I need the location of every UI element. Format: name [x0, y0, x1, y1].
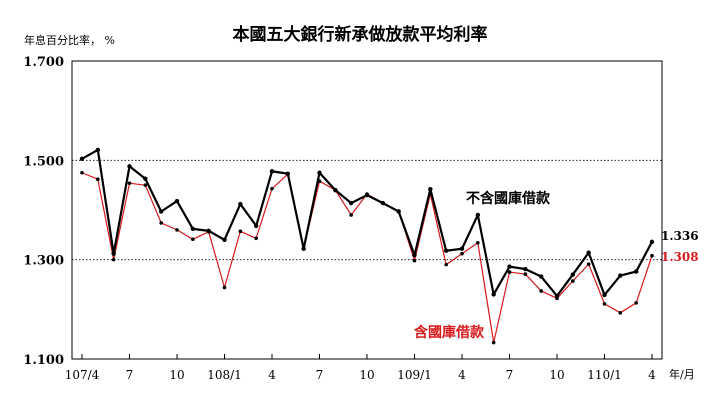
data-point-including-treasury — [175, 228, 179, 232]
data-point-excluding-treasury — [333, 187, 338, 193]
data-point-excluding-treasury — [396, 209, 401, 214]
data-point-excluding-treasury — [523, 266, 528, 272]
y-axis-unit-label: 年息百分比率， % — [24, 33, 115, 47]
data-point-excluding-treasury — [95, 147, 101, 153]
data-point-excluding-treasury — [570, 272, 576, 277]
series-lines — [79, 147, 655, 345]
x-tick-label: 110/1 — [587, 368, 622, 382]
data-point-including-treasury — [460, 251, 464, 256]
x-axis-unit-label: 年/月 — [669, 367, 695, 381]
data-point-excluding-treasury — [206, 228, 211, 234]
data-point-excluding-treasury — [348, 200, 354, 206]
data-point-including-treasury — [96, 177, 100, 182]
data-point-including-treasury — [602, 302, 607, 306]
data-point-excluding-treasury — [174, 198, 180, 204]
x-tick-label: 7 — [506, 368, 514, 382]
data-point-including-treasury — [539, 289, 543, 293]
data-point-excluding-treasury — [127, 164, 132, 169]
data-point-excluding-treasury — [554, 293, 560, 299]
data-point-excluding-treasury — [602, 292, 607, 298]
end-value-label-including-treasury: 1.308 — [661, 250, 699, 264]
data-point-including-treasury — [238, 229, 243, 234]
end-value-label-excluding-treasury: 1.336 — [661, 229, 699, 243]
data-point-excluding-treasury — [253, 223, 259, 229]
data-point-excluding-treasury — [143, 176, 148, 181]
x-tick-label: 108/1 — [207, 368, 242, 382]
y-tick-label: 1.500 — [23, 154, 64, 169]
data-point-excluding-treasury — [111, 251, 116, 256]
data-point-including-treasury — [143, 183, 148, 187]
data-point-including-treasury — [412, 258, 417, 263]
data-point-including-treasury — [270, 186, 274, 191]
data-point-excluding-treasury — [317, 170, 322, 175]
data-point-excluding-treasury — [649, 239, 655, 244]
series-label-excluding-treasury: 不含國庫借款 — [466, 190, 551, 207]
data-point-excluding-treasury — [269, 169, 275, 174]
data-point-excluding-treasury — [443, 248, 449, 253]
x-tick-label: 4 — [458, 368, 466, 382]
data-point-excluding-treasury — [633, 269, 639, 274]
data-point-excluding-treasury — [222, 237, 227, 242]
data-point-including-treasury — [254, 236, 258, 241]
data-point-including-treasury — [349, 213, 353, 217]
data-point-excluding-treasury — [158, 209, 164, 214]
x-tick-label: 10 — [359, 368, 374, 382]
series-label-including-treasury: 含國庫借款 — [414, 324, 485, 341]
data-point-excluding-treasury — [428, 186, 433, 192]
x-axis-ticks: 107/4 7 10 108/1 4 7 10 109/1 4 7 10 110/1 4 — [65, 354, 656, 382]
data-point-including-treasury — [159, 221, 163, 225]
data-point-excluding-treasury — [285, 171, 291, 176]
data-point-including-treasury — [634, 301, 638, 305]
data-point-including-treasury — [571, 279, 575, 283]
y-tick-label: 1.700 — [23, 55, 64, 70]
y-tick-label: 1.100 — [23, 353, 64, 368]
data-point-excluding-treasury — [364, 192, 370, 198]
chart-title: 本國五大銀行新承做放款平均利率 — [233, 24, 488, 45]
x-tick-label: 10 — [169, 368, 184, 382]
data-point-including-treasury — [586, 262, 591, 266]
data-point-excluding-treasury — [412, 252, 417, 258]
data-point-excluding-treasury — [380, 200, 386, 206]
data-point-including-treasury — [523, 272, 528, 276]
data-point-including-treasury — [222, 285, 227, 290]
data-point-excluding-treasury — [475, 212, 481, 218]
x-tick-label: 109/1 — [397, 368, 432, 382]
data-point-including-treasury — [80, 170, 84, 175]
grid-lines — [72, 159, 662, 261]
data-point-including-treasury — [491, 340, 496, 345]
data-point-including-treasury — [476, 240, 480, 245]
data-point-including-treasury — [650, 253, 654, 258]
data-point-excluding-treasury — [190, 226, 196, 232]
data-point-including-treasury — [444, 262, 448, 267]
x-tick-label: 4 — [648, 368, 656, 382]
data-point-excluding-treasury — [491, 292, 496, 297]
data-point-including-treasury — [127, 181, 132, 185]
x-tick-label: 7 — [126, 368, 134, 382]
data-point-excluding-treasury — [618, 273, 623, 278]
x-tick-label: 107/4 — [65, 368, 100, 382]
data-point-excluding-treasury — [507, 264, 512, 269]
data-point-excluding-treasury — [301, 246, 306, 251]
x-tick-label: 7 — [316, 368, 324, 382]
data-point-including-treasury — [111, 257, 116, 262]
series-line-including-treasury — [81, 172, 653, 344]
data-point-including-treasury — [191, 237, 195, 242]
data-point-including-treasury — [507, 270, 512, 274]
data-point-excluding-treasury — [79, 156, 85, 162]
x-tick-label: 10 — [549, 368, 564, 382]
y-axis-ticks: 1.700 1.500 1.300 1.100 — [23, 55, 64, 368]
x-tick-label: 4 — [268, 368, 276, 382]
series-line-excluding-treasury — [81, 148, 653, 298]
data-point-excluding-treasury — [459, 246, 465, 251]
y-tick-label: 1.300 — [23, 254, 64, 269]
data-point-excluding-treasury — [538, 274, 544, 279]
data-point-excluding-treasury — [586, 250, 591, 255]
data-point-excluding-treasury — [238, 201, 243, 207]
data-point-including-treasury — [618, 311, 623, 315]
